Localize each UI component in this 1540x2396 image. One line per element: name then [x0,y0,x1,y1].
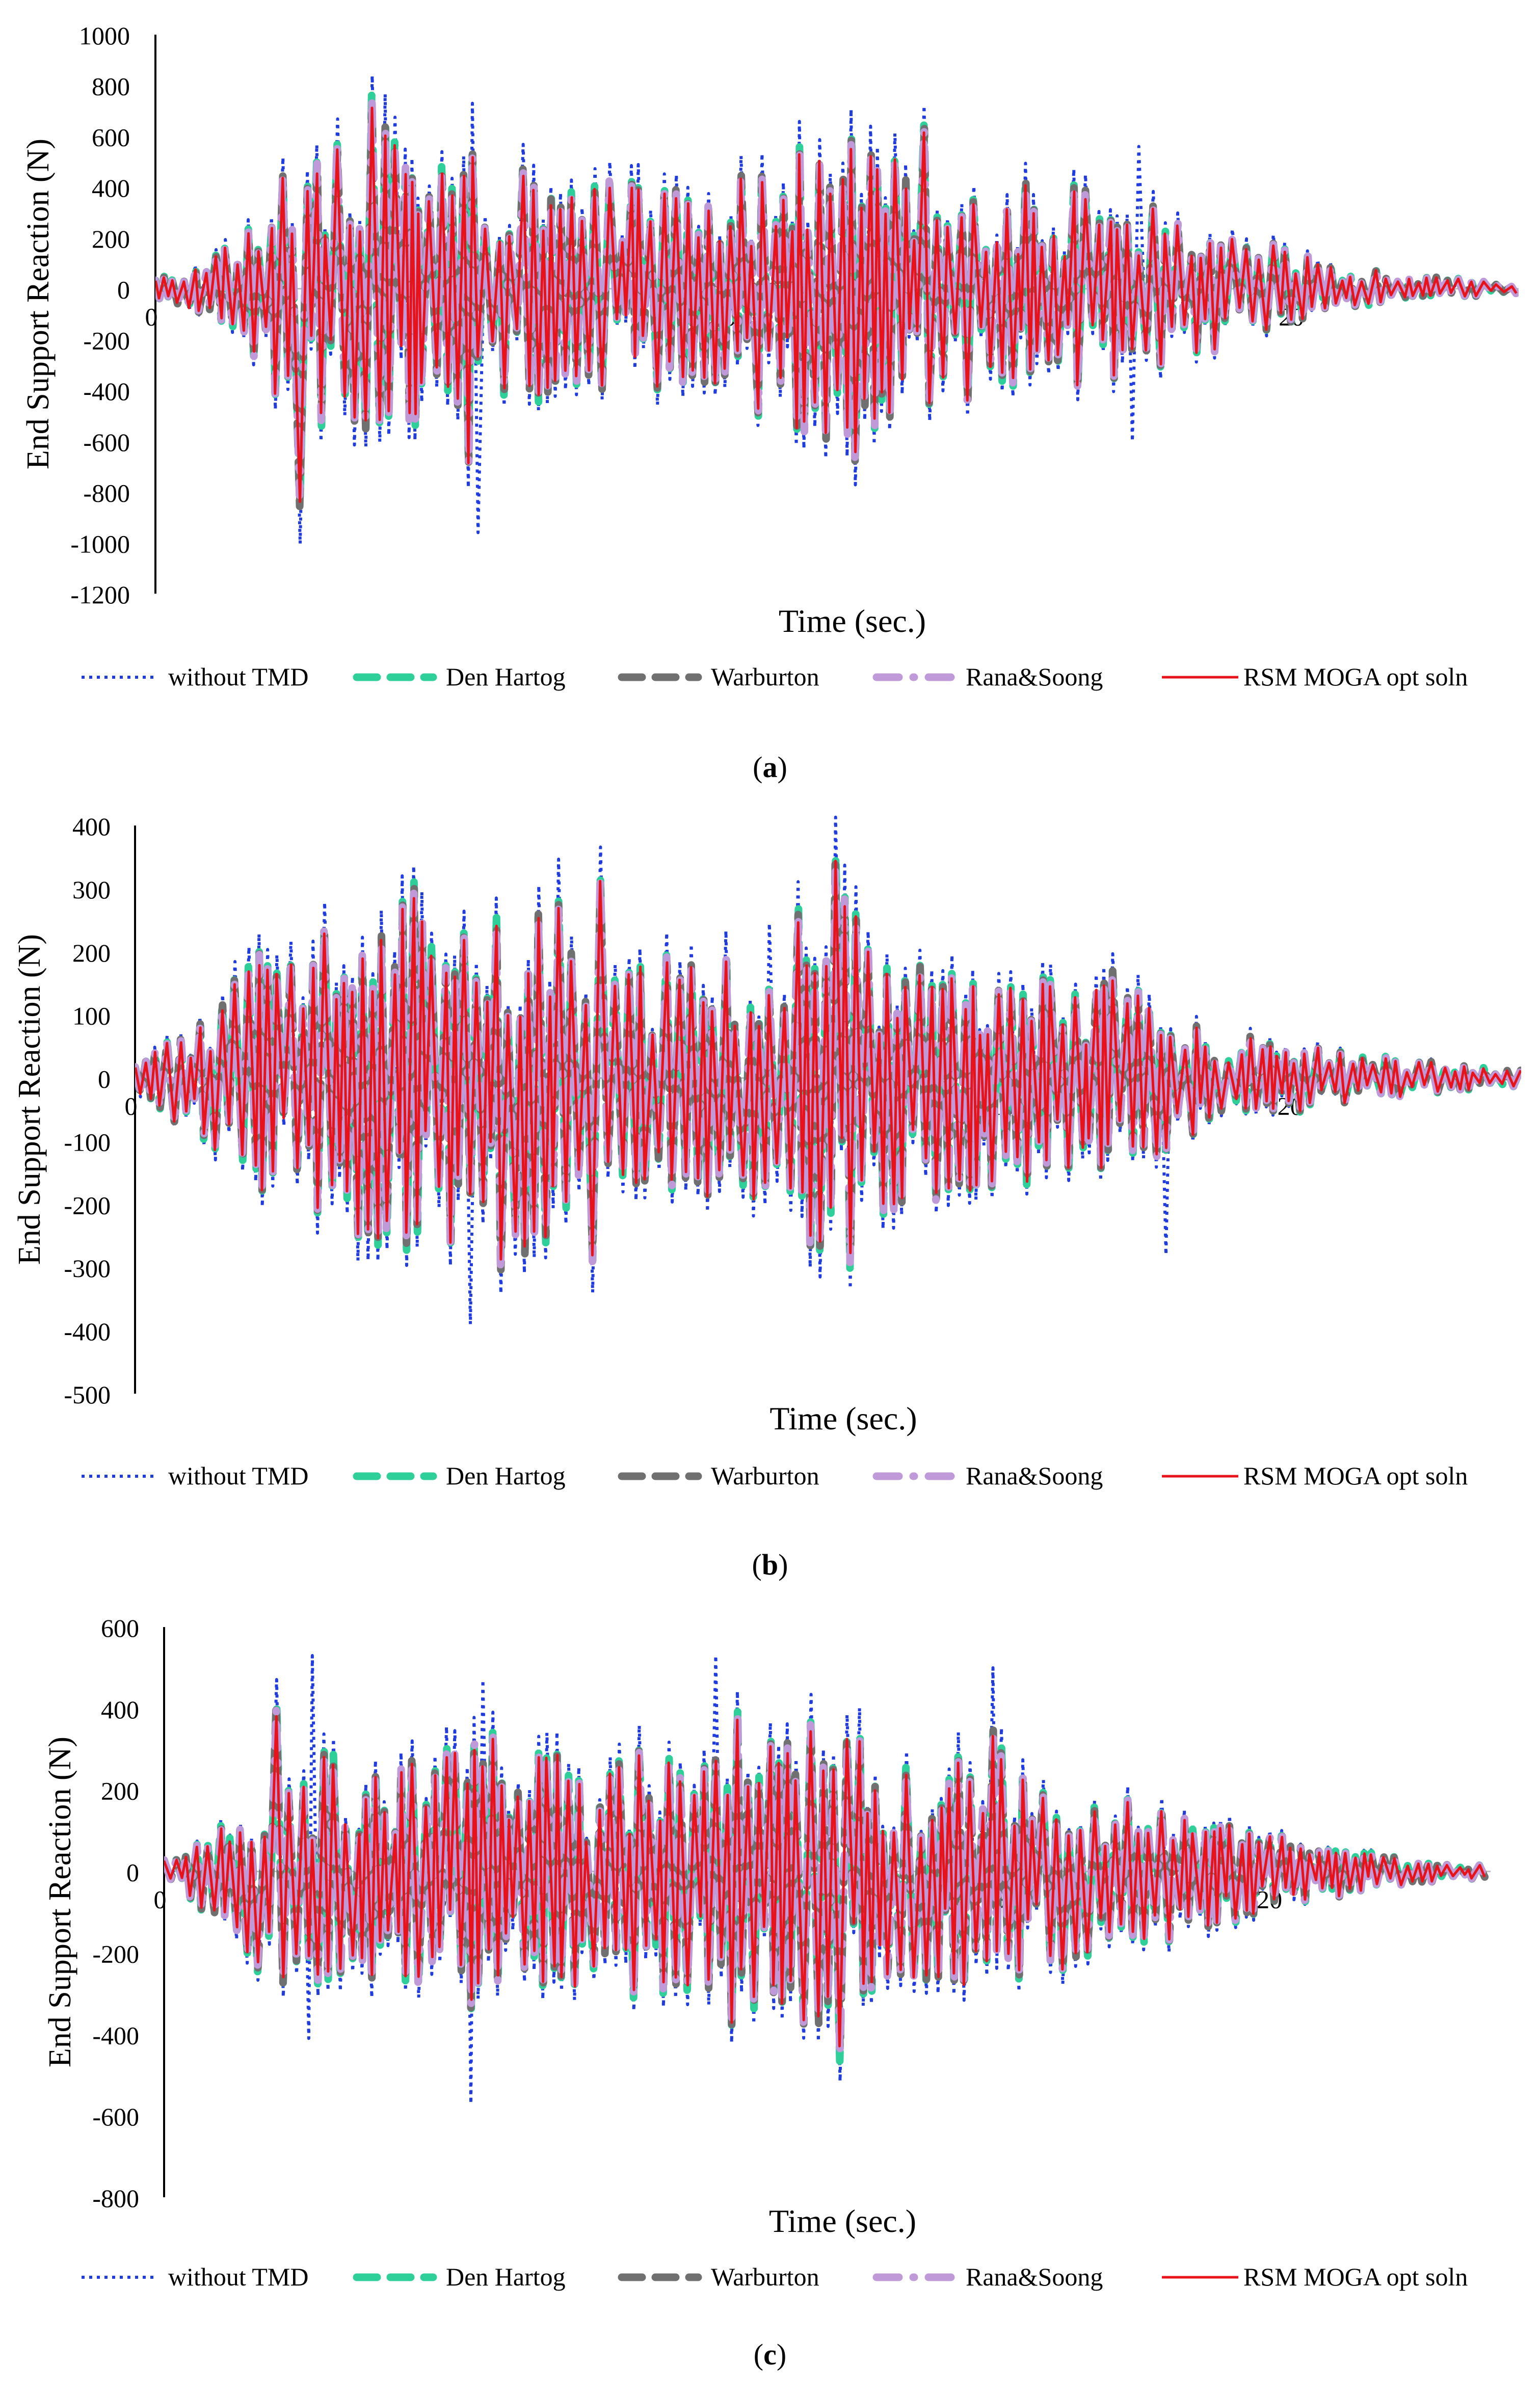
y-tick-label: -200 [83,326,130,355]
y-tick-label: 0 [117,276,130,304]
plot-area [155,74,1519,546]
legend-label: Den Hartog [446,2262,566,2291]
y-tick-label: 200 [92,225,130,253]
legend-label: without TMD [168,1461,309,1490]
legend-label: Rana&Soong [966,2262,1103,2291]
panel-c-caption: (c) [754,2338,786,2371]
y-tick-label: -400 [64,1317,111,1346]
y-axis-title: End Support Reaction (N) [12,934,47,1265]
x-tick-label: 0 [154,1885,167,1914]
y-tick-label: 1000 [79,21,130,50]
y-tick-label: -500 [64,1380,111,1409]
legend-label: Warburton [711,2262,819,2291]
plot-area [135,815,1521,1326]
y-tick-label: -400 [92,2021,139,2049]
series-line-rsm-moga-opt-soln [164,1715,1486,2047]
y-tick-label: 0 [98,1065,111,1094]
y-tick-label: -1000 [70,529,130,558]
y-tick-label: 400 [72,812,111,841]
y-tick-label: -400 [83,377,130,406]
y-tick-label: 400 [101,1695,139,1724]
y-tick-label: -200 [92,1939,139,1968]
y-tick-label: -1200 [70,580,130,609]
legend-label: Warburton [711,662,819,691]
y-tick-label: 600 [92,123,130,151]
plot-area [164,1654,1489,2106]
y-tick-label: -300 [64,1254,111,1283]
legend-label: without TMD [168,2262,309,2291]
y-tick-label: -200 [64,1191,111,1219]
y-tick-label: -800 [83,479,130,508]
legend: without TMD Den Hartog Warburton Rana&Soong… [82,662,1468,691]
y-tick-label: 300 [72,875,111,904]
series-line-rsm-moga-opt-soln [155,107,1518,503]
x-tick-label: 0 [125,1092,138,1121]
y-tick-label: 200 [72,939,111,967]
y-tick-label: -800 [92,2184,139,2213]
x-axis-title: Time (sec.) [769,2203,916,2239]
legend-label: Warburton [711,1461,819,1490]
legend: without TMD Den Hartog Warburton Rana&Soong… [82,2262,1468,2291]
y-tick-label: 600 [101,1614,139,1642]
y-tick-label: 200 [101,1777,139,1805]
legend-label: Rana&Soong [966,1461,1103,1490]
panel-a-caption: (a) [753,751,787,784]
legend: without TMD Den Hartog Warburton Rana&Soong… [82,1461,1468,1490]
y-tick-label: 0 [126,1858,139,1887]
y-tick-label: -600 [92,2102,139,2131]
y-tick-label: 800 [92,72,130,101]
x-tick-label: 0 [145,303,158,331]
y-tick-label: -600 [83,428,130,457]
panel-a-chart: 1000 800 600 400 200 0 -200 -400 -600 -800 -1000 -1… [21,21,1519,691]
panel-b-caption: (b) [752,1548,788,1581]
legend-label: Den Hartog [446,662,566,691]
legend-label: RSM MOGA opt soln [1243,662,1468,691]
y-tick-label: 100 [72,1002,111,1030]
legend-label: RSM MOGA opt soln [1243,2262,1468,2291]
series-line-rsm-moga-opt-soln [135,860,1521,1261]
y-axis-title: End Support Reaction (N) [43,1737,77,2067]
legend-label: without TMD [168,662,309,691]
x-axis-title: Time (sec.) [769,1400,917,1436]
y-tick-label: 400 [92,174,130,202]
x-axis-title: Time (sec.) [779,603,926,639]
legend-label: Den Hartog [446,1461,566,1490]
y-axis-title: End Support Reaction (N) [21,139,56,469]
legend-label: RSM MOGA opt soln [1243,1461,1468,1490]
legend-label: Rana&Soong [966,662,1103,691]
y-tick-label: -100 [64,1128,111,1156]
